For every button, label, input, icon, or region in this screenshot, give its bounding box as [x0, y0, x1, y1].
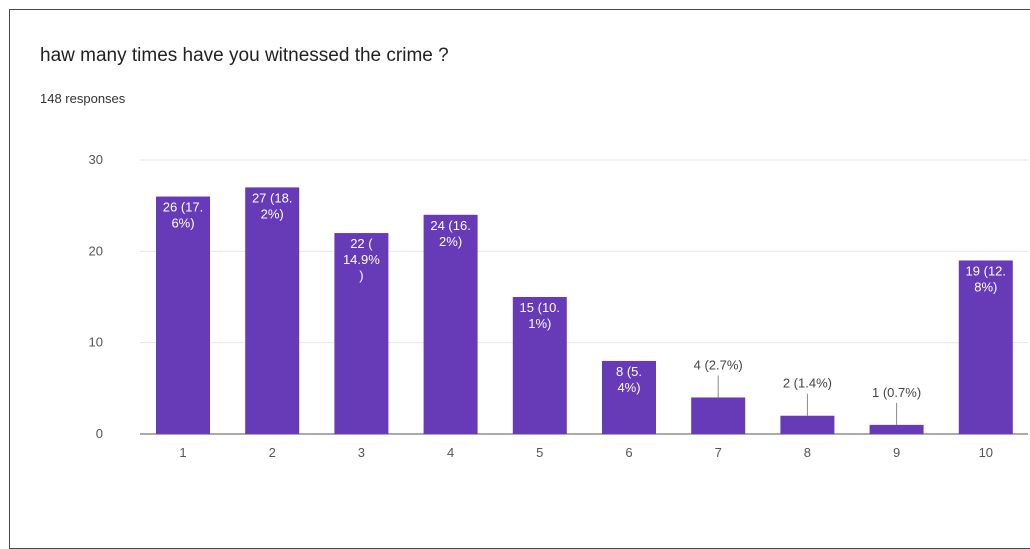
- bar-layer: [156, 187, 1013, 434]
- x-tick-label: 10: [979, 445, 993, 460]
- bar: [156, 196, 210, 434]
- y-tick-label: 10: [89, 335, 103, 350]
- y-tick-label: 30: [89, 152, 103, 167]
- data-label: 2%): [261, 206, 284, 221]
- data-label: 6%): [171, 216, 194, 231]
- data-label: 24 (16.: [430, 218, 470, 233]
- bar: [780, 415, 835, 434]
- data-label: 8 (5.: [616, 364, 642, 379]
- bar: [958, 260, 1013, 434]
- data-label: 2%): [439, 234, 462, 249]
- y-tick-label: 0: [96, 426, 103, 441]
- data-label: 1%): [528, 316, 551, 331]
- bar: [512, 297, 567, 434]
- question-title: haw many times have you witnessed the cr…: [40, 45, 449, 66]
- bar: [869, 424, 924, 434]
- data-label: 2 (1.4%): [783, 376, 832, 391]
- data-label: 15 (10.: [520, 300, 560, 315]
- data-label: 8%): [974, 279, 997, 294]
- data-label: 26 (17.: [163, 200, 203, 215]
- data-label: 14.9%: [343, 252, 380, 267]
- x-tick-label: 7: [715, 445, 722, 460]
- bar: [334, 233, 389, 434]
- data-label: 19 (12.: [966, 263, 1006, 278]
- x-tick-label: 8: [804, 445, 811, 460]
- x-tick-label: 3: [358, 445, 365, 460]
- data-label: 22 (: [350, 236, 373, 251]
- y-tick-label: 20: [89, 243, 103, 258]
- x-tick-label: 1: [179, 445, 186, 460]
- bar: [691, 397, 746, 434]
- data-label: 4%): [617, 380, 640, 395]
- x-tick-label: 2: [269, 445, 276, 460]
- bar: [423, 214, 478, 434]
- data-label: 27 (18.: [252, 190, 292, 205]
- x-tick-label: 4: [447, 445, 454, 460]
- data-label: ): [359, 268, 363, 283]
- data-label: 4 (2.7%): [694, 357, 743, 372]
- x-tick-label: 9: [893, 445, 900, 460]
- x-tick-label: 5: [536, 445, 543, 460]
- x-tick-label: 6: [625, 445, 632, 460]
- bar: [602, 360, 656, 434]
- bar: [245, 187, 300, 434]
- data-label: 1 (0.7%): [872, 385, 921, 400]
- response-count: 148 responses: [40, 91, 126, 106]
